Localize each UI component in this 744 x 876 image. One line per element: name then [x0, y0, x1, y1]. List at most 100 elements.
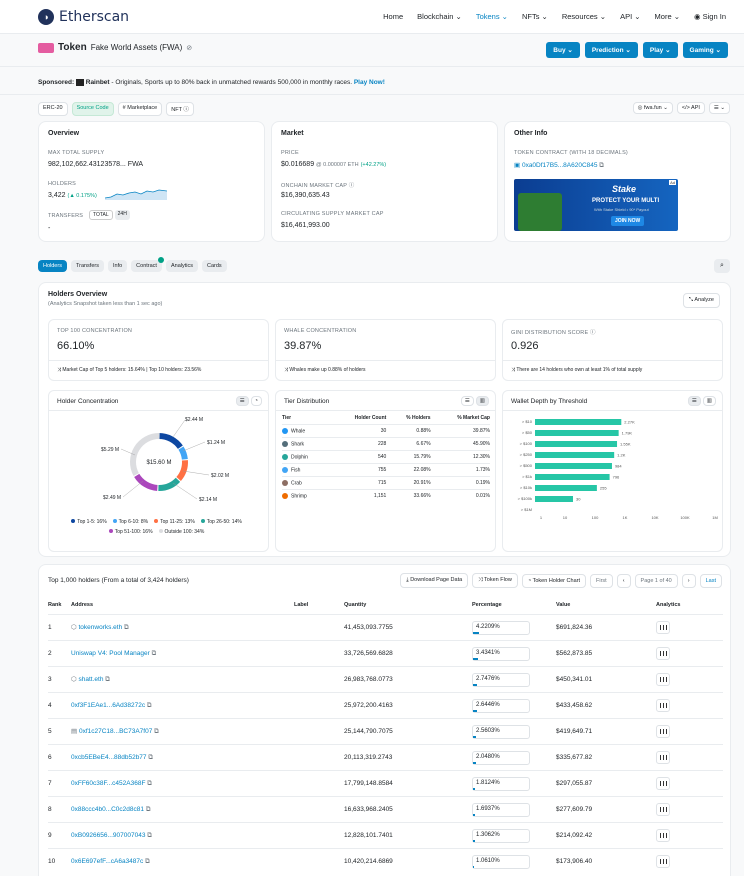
- tab-total[interactable]: TOTAL: [89, 210, 113, 220]
- copy-icon[interactable]: ⧉: [154, 728, 159, 735]
- address-link[interactable]: tokenworks.eth: [78, 624, 123, 631]
- more-options-button[interactable]: ☰ ⌄: [708, 102, 730, 114]
- legend-item[interactable]: Top 51-100: 16%: [108, 529, 153, 535]
- erc20-pill[interactable]: ERC-20: [38, 102, 68, 116]
- download-button[interactable]: ⤓ Download Page Data: [400, 573, 469, 588]
- bar-view-icon[interactable]: ▥: [475, 396, 489, 406]
- holder-chart-button[interactable]: ◔ Token Holder Chart: [521, 573, 586, 588]
- token-flow-button[interactable]: ⤨ Token Flow: [472, 573, 518, 588]
- website-pill[interactable]: ◎ fwa.fun ⌄: [632, 102, 673, 114]
- menu-tokens[interactable]: Tokens ⌄: [475, 12, 508, 21]
- donut-slice[interactable]: [178, 446, 188, 460]
- play-button[interactable]: Play ⌄: [642, 42, 678, 58]
- address-cell[interactable]: 0x6E697efF...cA6a3487c ⧉: [71, 848, 294, 875]
- address-link[interactable]: 0xFF60c38F...c452A368F: [71, 779, 146, 787]
- address-link[interactable]: 0xf1c27C18...BC73A7f07: [78, 728, 153, 735]
- address-link[interactable]: 0x6E697efF...cA6a3487c: [71, 857, 144, 865]
- depth-bar[interactable]: [535, 452, 615, 458]
- depth-bar[interactable]: [535, 463, 612, 469]
- bar-view-icon[interactable]: ▥: [702, 396, 716, 406]
- menu-blockchain[interactable]: Blockchain ⌄: [417, 12, 462, 21]
- donut-slice[interactable]: [158, 433, 183, 450]
- legend-item[interactable]: Top 11-25: 13%: [154, 519, 195, 525]
- depth-bar[interactable]: [535, 496, 573, 502]
- address-cell[interactable]: 0xB0926656...907007043 ⧉: [71, 822, 294, 849]
- analytics-chart-icon[interactable]: [656, 647, 670, 660]
- stake-ad-banner[interactable]: Ad Stake PROTECT YOUR MULTI With Stake S…: [514, 179, 678, 231]
- copy-icon[interactable]: ⧉: [146, 701, 152, 709]
- prev-page-button[interactable]: ‹: [616, 573, 631, 588]
- donut-slice[interactable]: [130, 433, 160, 476]
- address-cell[interactable]: 0x88ccc4b0...C0c2d8c81 ⧉: [71, 796, 294, 823]
- legend-item[interactable]: Top 1-5: 16%: [71, 519, 107, 525]
- menu-nfts[interactable]: NFTs ⌄: [521, 12, 548, 21]
- analytics-chart-icon[interactable]: [656, 751, 670, 764]
- source-code-pill[interactable]: Source Code: [71, 102, 114, 116]
- address-cell[interactable]: 0xf3F1EAe1...6Ad38272c ⧉: [71, 692, 294, 719]
- analytics-chart-icon[interactable]: [656, 673, 670, 686]
- depth-bar[interactable]: [535, 430, 619, 436]
- tab-holders[interactable]: Holders: [38, 260, 67, 272]
- menu-signin[interactable]: ◉ Sign In: [694, 12, 726, 21]
- copy-icon[interactable]: ⧉: [147, 779, 152, 787]
- contract-link[interactable]: ▣ 0xa0Df17B5...8A620C845 ⧉: [514, 162, 604, 169]
- analytics-chart-icon[interactable]: [656, 829, 670, 842]
- address-cell[interactable]: Uniswap V4: Pool Manager ⧉: [71, 640, 294, 667]
- tab-analytics[interactable]: Analytics: [165, 260, 198, 272]
- copy-icon[interactable]: ⧉: [105, 676, 110, 683]
- tab-cards[interactable]: Cards: [201, 260, 227, 272]
- gaming-button[interactable]: Gaming ⌄: [682, 42, 728, 58]
- address-cell[interactable]: ⬡ shatt.eth ⧉: [71, 666, 294, 693]
- analytics-chart-icon[interactable]: [656, 777, 670, 790]
- analytics-chart-icon[interactable]: [656, 725, 670, 738]
- list-view-icon[interactable]: ☰: [460, 396, 474, 406]
- prediction-button[interactable]: Prediction ⌄: [584, 42, 638, 58]
- address-cell[interactable]: ⬡ tokenworks.eth ⧉: [71, 614, 294, 641]
- sponsor-link[interactable]: Play Now!: [353, 79, 385, 87]
- menu-api[interactable]: API ⌄: [620, 12, 641, 21]
- analytics-chart-icon[interactable]: [656, 803, 670, 816]
- donut-slice[interactable]: [158, 477, 181, 491]
- tab-contract[interactable]: Contract: [131, 257, 164, 272]
- menu-resources[interactable]: Resources ⌄: [561, 12, 607, 21]
- marketplace-pill[interactable]: # Marketplace: [117, 102, 163, 116]
- ad-cta[interactable]: JOIN NOW: [611, 216, 645, 226]
- address-cell[interactable]: 0xcb5EBeE4...88db52b77 ⧉: [71, 744, 294, 771]
- etherscan-logo[interactable]: ◑ Etherscan: [38, 9, 129, 25]
- address-link[interactable]: 0xf3F1EAe1...6Ad38272c: [71, 701, 146, 709]
- copy-icon[interactable]: ⧉: [148, 753, 154, 761]
- address-link[interactable]: shatt.eth: [78, 676, 104, 683]
- copy-icon[interactable]: ⧉: [145, 805, 151, 813]
- copy-icon[interactable]: ⧉: [147, 831, 152, 839]
- copy-icon[interactable]: ⧉: [151, 649, 157, 657]
- tab-transfers[interactable]: Transfers: [70, 260, 104, 272]
- menu-more[interactable]: More ⌄: [654, 12, 680, 21]
- nft-pill[interactable]: NFT ⓘ: [166, 102, 194, 116]
- address-link[interactable]: 0xcb5EBeE4...88db52b77: [71, 753, 147, 761]
- legend-item[interactable]: Outside 100: 34%: [158, 529, 204, 535]
- list-view-icon[interactable]: ☰: [687, 396, 701, 406]
- analyze-button[interactable]: ⤡ Analyze: [682, 293, 720, 308]
- analytics-chart-icon[interactable]: [656, 699, 670, 712]
- address-link[interactable]: 0x88ccc4b0...C0c2d8c81: [71, 805, 144, 813]
- address-cell[interactable]: ▤ 0xf1c27C18...BC73A7f07 ⧉: [71, 718, 294, 745]
- pie-view-icon[interactable]: ◔: [250, 396, 262, 406]
- depth-bar[interactable]: [535, 419, 622, 425]
- menu-home[interactable]: Home: [383, 12, 404, 21]
- api-pill[interactable]: </> API: [676, 102, 705, 114]
- last-page-button[interactable]: Last: [699, 573, 722, 588]
- list-view-icon[interactable]: ☰: [235, 396, 249, 406]
- tab-24h[interactable]: 24H: [114, 210, 130, 220]
- donut-slice[interactable]: [176, 460, 188, 481]
- first-page-button[interactable]: First: [590, 573, 613, 588]
- address-link[interactable]: 0xB0926656...907007043: [71, 831, 146, 839]
- copy-icon[interactable]: ⧉: [145, 857, 150, 865]
- analytics-chart-icon[interactable]: [656, 621, 670, 634]
- buy-button[interactable]: Buy ⌄: [546, 42, 580, 58]
- legend-item[interactable]: Top 6-10: 8%: [112, 519, 148, 525]
- tab-info[interactable]: Info: [107, 260, 128, 272]
- search-icon[interactable]: ⌕: [714, 259, 730, 273]
- donut-slice[interactable]: [134, 473, 158, 491]
- depth-bar[interactable]: [535, 485, 597, 491]
- next-page-button[interactable]: ›: [681, 573, 696, 588]
